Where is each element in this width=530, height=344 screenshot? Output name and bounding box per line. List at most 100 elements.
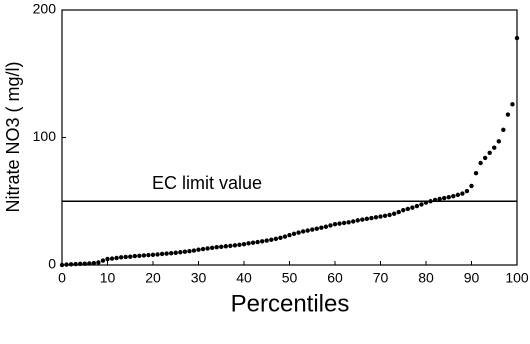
point [223, 244, 228, 249]
x-tick-label: 40 [236, 270, 252, 286]
point [246, 241, 251, 246]
point [287, 232, 292, 238]
point [364, 216, 370, 222]
x-tick-label: 20 [145, 270, 161, 286]
point [173, 250, 178, 255]
point [182, 249, 188, 254]
point [314, 226, 319, 231]
point [437, 196, 442, 202]
point [382, 213, 388, 218]
point [64, 262, 69, 267]
point [337, 221, 342, 226]
point [510, 102, 515, 107]
point [414, 203, 420, 209]
x-tick-label: 50 [282, 270, 298, 286]
point [137, 253, 142, 259]
point [241, 242, 247, 247]
point [319, 225, 324, 230]
point [128, 254, 133, 259]
point [264, 238, 269, 243]
point [260, 239, 265, 244]
point [100, 258, 106, 263]
point [250, 240, 256, 245]
point [369, 215, 374, 221]
point [82, 261, 87, 266]
point [114, 255, 119, 261]
point [232, 243, 238, 248]
point [146, 252, 151, 258]
point [159, 251, 165, 257]
point [310, 227, 315, 232]
point [118, 255, 124, 260]
point [446, 194, 451, 200]
point [68, 262, 74, 267]
point [428, 199, 433, 204]
point [460, 191, 465, 196]
point [291, 231, 297, 236]
point [87, 261, 92, 266]
point [132, 253, 137, 259]
point [209, 245, 215, 250]
point [91, 260, 97, 266]
point [487, 150, 492, 155]
point [150, 252, 156, 257]
point [514, 35, 520, 41]
point [300, 229, 306, 234]
point [328, 223, 333, 228]
point [464, 188, 470, 194]
point [401, 207, 406, 213]
point [205, 246, 210, 251]
point [278, 235, 283, 241]
point [214, 244, 219, 250]
point [191, 248, 197, 253]
point [496, 139, 501, 144]
x-axis-label: Percentiles [231, 290, 350, 317]
x-tick-label: 70 [373, 270, 389, 286]
point [255, 239, 260, 245]
point [237, 242, 242, 248]
point [123, 254, 128, 260]
point [141, 253, 147, 258]
point [282, 234, 288, 239]
point [432, 197, 438, 203]
point [346, 220, 351, 225]
point [505, 112, 511, 117]
point [200, 246, 206, 252]
point [105, 256, 110, 262]
point [96, 260, 101, 265]
point [442, 195, 447, 201]
point [178, 250, 183, 255]
point [219, 244, 224, 249]
point [355, 218, 360, 223]
point [387, 212, 392, 218]
point [423, 200, 429, 205]
point [451, 193, 456, 199]
y-tick-label: 200 [33, 1, 57, 17]
point [419, 202, 424, 207]
y-tick-label: 100 [33, 128, 57, 144]
point [155, 252, 160, 257]
point [351, 219, 356, 224]
point [169, 250, 174, 256]
x-tick-label: 30 [191, 270, 207, 286]
point [332, 222, 338, 227]
point [78, 261, 83, 267]
point [501, 127, 506, 133]
point [341, 220, 347, 226]
point [410, 205, 415, 210]
y-tick-label: 0 [48, 256, 56, 272]
point [296, 230, 301, 235]
point [196, 247, 201, 252]
point [373, 215, 379, 220]
point [378, 214, 383, 219]
plot-frame [61, 9, 518, 266]
y-axis-label: Nitrate NO3 ( mg/l) [3, 61, 23, 212]
point [391, 211, 397, 216]
point [73, 261, 78, 267]
point [164, 251, 169, 256]
point [492, 145, 497, 150]
x-tick-label: 80 [418, 270, 434, 286]
x-tick-label: 60 [327, 270, 343, 286]
point [187, 249, 192, 254]
